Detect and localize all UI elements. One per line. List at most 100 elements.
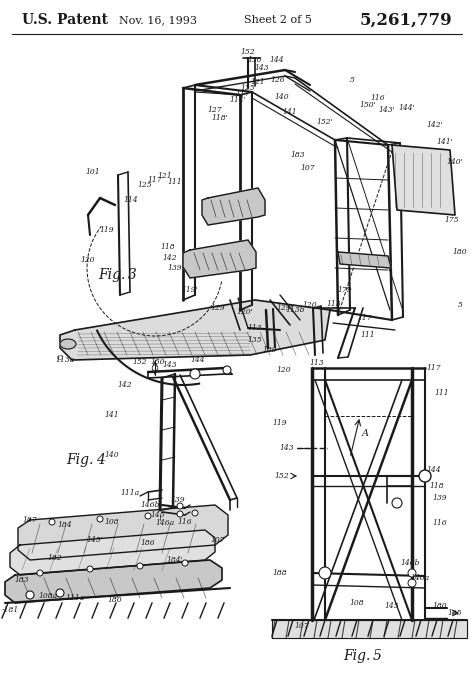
- Text: 183: 183: [291, 151, 305, 159]
- Polygon shape: [60, 300, 330, 360]
- Text: A: A: [362, 429, 368, 438]
- Text: 185: 185: [447, 609, 462, 617]
- Text: 111: 111: [168, 178, 182, 186]
- Text: 129': 129': [277, 304, 293, 312]
- Circle shape: [177, 503, 183, 509]
- Text: Fig.: Fig.: [66, 453, 94, 467]
- Text: 117: 117: [358, 314, 372, 322]
- Polygon shape: [10, 530, 215, 575]
- Text: 116: 116: [433, 519, 447, 527]
- Text: 146b: 146b: [400, 559, 420, 567]
- Text: Sheet 2 of 5: Sheet 2 of 5: [244, 15, 312, 25]
- Text: 113b: 113b: [285, 306, 305, 314]
- Text: 152': 152': [317, 118, 333, 126]
- Text: 143: 143: [280, 444, 294, 452]
- Text: 152: 152: [241, 48, 255, 56]
- Text: 4: 4: [96, 453, 104, 467]
- Text: 119': 119': [182, 286, 199, 294]
- Text: 141: 141: [283, 108, 297, 116]
- Circle shape: [145, 513, 151, 519]
- Text: 108: 108: [350, 599, 365, 607]
- Text: 145: 145: [385, 602, 399, 610]
- Circle shape: [49, 519, 55, 525]
- Polygon shape: [183, 240, 256, 278]
- Text: 5: 5: [373, 649, 382, 663]
- Text: 187: 187: [23, 516, 37, 524]
- Text: 125: 125: [137, 181, 152, 189]
- Text: 125: 125: [241, 84, 255, 92]
- Text: 121: 121: [158, 172, 173, 180]
- Circle shape: [87, 566, 93, 572]
- Text: 108a: 108a: [38, 592, 57, 600]
- Text: Fig.: Fig.: [98, 268, 126, 282]
- Text: 113: 113: [248, 324, 262, 332]
- Text: 152: 152: [275, 472, 289, 480]
- Circle shape: [408, 569, 416, 577]
- Text: 107: 107: [210, 536, 225, 544]
- Text: 107: 107: [295, 622, 310, 630]
- Text: 141: 141: [105, 411, 119, 419]
- Text: 144: 144: [270, 56, 284, 64]
- Text: 140': 140': [447, 158, 464, 166]
- Text: 150: 150: [151, 358, 165, 366]
- Text: 126: 126: [271, 76, 285, 84]
- Text: 150': 150': [360, 101, 376, 109]
- Text: 113a: 113a: [55, 356, 74, 364]
- Text: 146a: 146a: [155, 519, 174, 527]
- Circle shape: [26, 591, 34, 599]
- Text: 101: 101: [86, 168, 100, 176]
- Text: 150: 150: [248, 56, 262, 64]
- Ellipse shape: [60, 339, 76, 349]
- Circle shape: [392, 498, 402, 508]
- Text: 184': 184': [167, 556, 183, 564]
- Text: 111a: 111a: [120, 489, 139, 497]
- Text: 118: 118: [161, 243, 175, 251]
- Text: 186: 186: [141, 539, 155, 547]
- Circle shape: [137, 563, 143, 569]
- Circle shape: [319, 567, 331, 579]
- Text: 118: 118: [430, 482, 444, 490]
- Text: 146a: 146a: [410, 574, 429, 582]
- Text: 117: 117: [236, 90, 250, 98]
- Text: 179: 179: [337, 286, 352, 294]
- Text: 183: 183: [15, 576, 29, 584]
- Text: 143: 143: [255, 64, 269, 72]
- Circle shape: [408, 579, 416, 587]
- Text: 175: 175: [445, 216, 459, 224]
- Text: 142': 142': [427, 121, 443, 129]
- Text: 5: 5: [457, 301, 463, 309]
- Text: 189: 189: [263, 346, 277, 354]
- Text: 140: 140: [105, 451, 119, 459]
- Circle shape: [182, 560, 188, 566]
- Text: Nov. 16, 1993: Nov. 16, 1993: [119, 15, 197, 25]
- Circle shape: [177, 511, 183, 517]
- Text: 144: 144: [191, 356, 205, 364]
- Text: 120: 120: [277, 366, 292, 374]
- Text: 114': 114': [229, 96, 246, 104]
- Text: Fig.: Fig.: [343, 649, 371, 663]
- Text: 111: 111: [361, 331, 375, 339]
- Text: 127: 127: [208, 106, 222, 114]
- Text: 111a: 111a: [65, 594, 84, 602]
- Text: 120': 120': [237, 308, 254, 316]
- Text: 142: 142: [118, 381, 132, 389]
- Text: 143: 143: [163, 361, 177, 369]
- Text: 188: 188: [273, 569, 287, 577]
- Text: C: C: [57, 354, 63, 362]
- Text: 145: 145: [151, 511, 165, 519]
- Text: 143': 143': [379, 106, 395, 114]
- Circle shape: [37, 570, 43, 576]
- Text: 117: 117: [427, 364, 441, 372]
- Polygon shape: [5, 560, 222, 603]
- Text: 3: 3: [128, 268, 137, 282]
- Text: 117: 117: [148, 176, 162, 184]
- Text: 135: 135: [248, 336, 262, 344]
- Text: 139: 139: [433, 494, 447, 502]
- Text: 146b: 146b: [140, 501, 160, 509]
- Text: 142: 142: [163, 254, 177, 262]
- Text: 139: 139: [171, 496, 185, 504]
- Circle shape: [223, 366, 231, 374]
- Text: 180: 180: [108, 596, 122, 604]
- Text: U.S. Patent: U.S. Patent: [22, 13, 108, 27]
- Text: 118': 118': [211, 114, 228, 122]
